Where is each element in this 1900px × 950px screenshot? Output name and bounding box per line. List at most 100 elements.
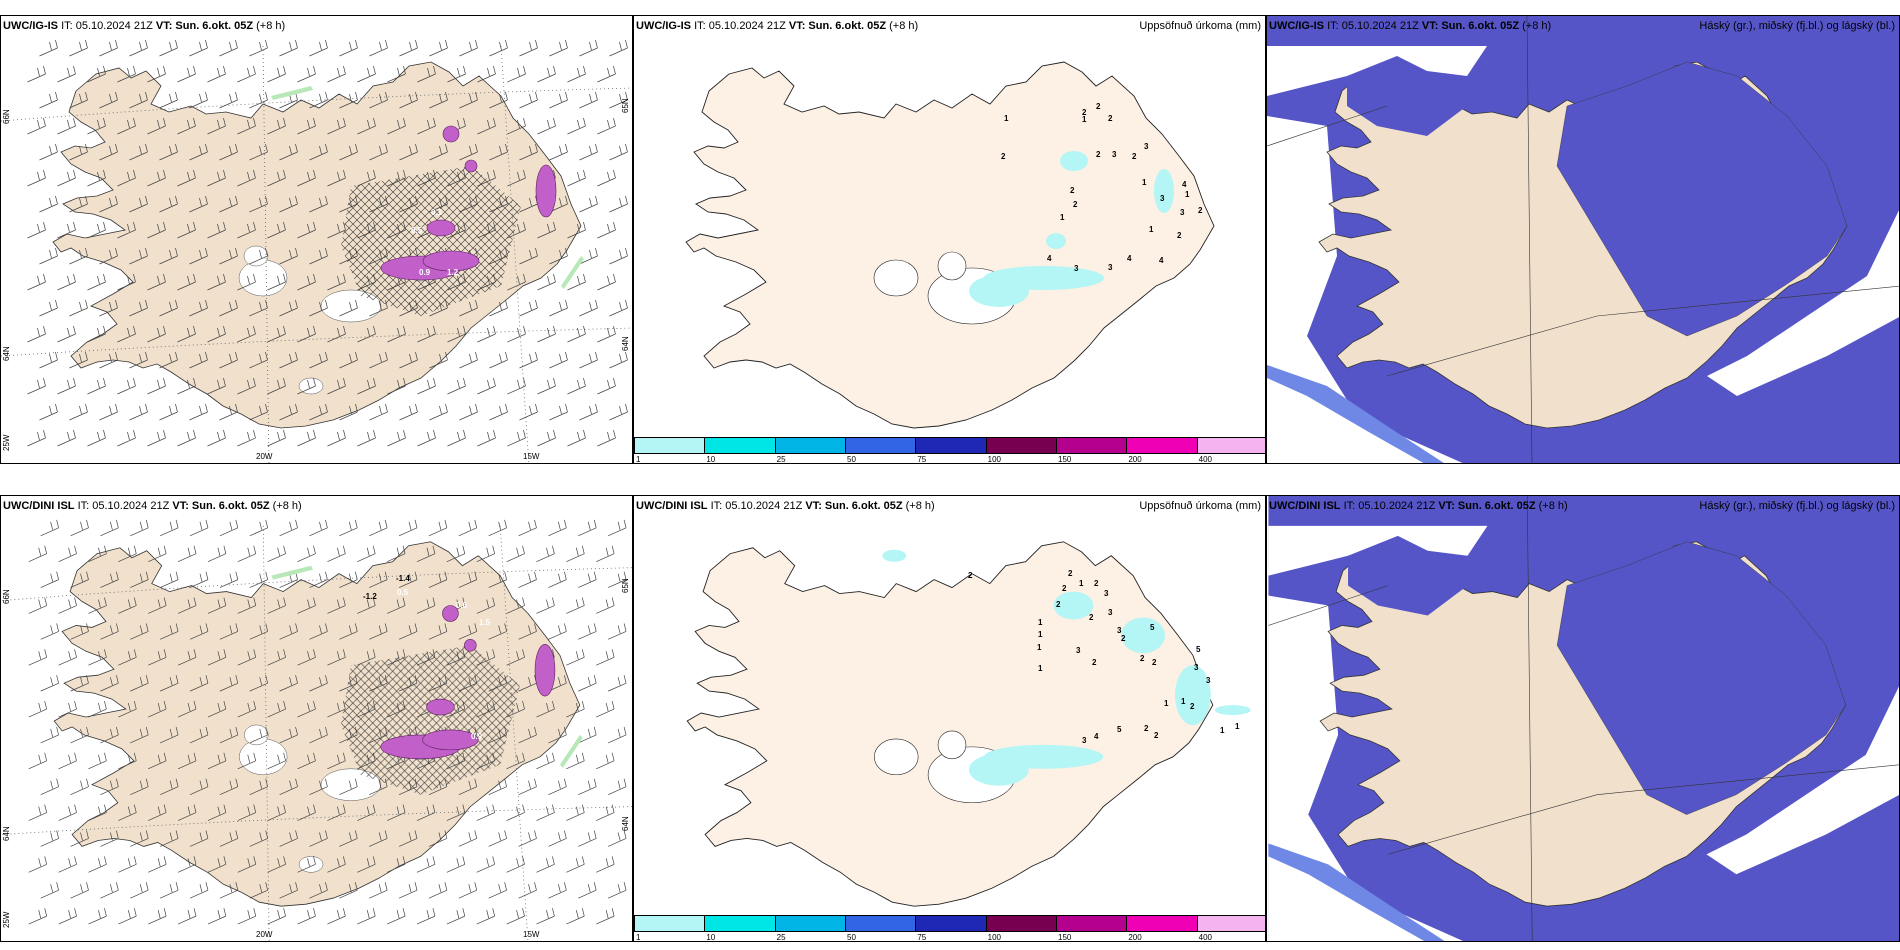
precip-patch: [1060, 151, 1088, 171]
precip-value-label: 4: [1182, 180, 1187, 189]
lead-time-label: (+8 h): [1538, 500, 1568, 512]
tpress-label: 0.1: [431, 208, 443, 217]
precip-value-label: 2: [1132, 152, 1137, 161]
glacier-patch: [320, 289, 382, 323]
tpress-label: 0.9: [471, 732, 483, 741]
panel-header: UWC/IG-IS IT: 05.10.2024 21Z VT: Sun. 6.…: [1269, 20, 1895, 36]
panel-title: Uppsöfnuð úrkoma (mm): [1139, 20, 1261, 32]
valid-time-label: VT: Sun. 6.okt. 05Z: [172, 500, 270, 512]
precip-patch: [1046, 233, 1066, 249]
magenta-feature: [442, 605, 459, 622]
lat-label-65n-right: 65N: [621, 98, 630, 113]
colorbar-tick-label: 200: [1128, 455, 1142, 464]
clear-sky-area: [1267, 46, 1487, 96]
precip-value-label: 4: [1047, 254, 1052, 263]
precip-value-label: 3: [1206, 676, 1211, 685]
colorbar-segment: [634, 915, 706, 932]
colorbar-segment: [845, 437, 917, 454]
colorbar-segment: [1196, 915, 1265, 932]
colorbar-tick-label: 25: [776, 933, 786, 942]
glacier-patch: [238, 259, 288, 297]
lat-label-64n-right: 64N: [621, 336, 630, 351]
clear-sky-area: [1267, 116, 1463, 463]
clear-sky-area: [1268, 595, 1464, 941]
precip-value-label: 2: [968, 571, 973, 580]
colorbar-segment: [1196, 437, 1265, 454]
colorbar-tick-label: 50: [847, 455, 856, 464]
clear-sky-area: [1268, 525, 1488, 576]
precip-value-label: 2: [1096, 150, 1101, 159]
lead-time-label: (+8 h): [256, 20, 286, 32]
hatched-precip-area: [340, 645, 521, 795]
init-time-label: IT: 05.10.2024 21Z: [710, 500, 803, 512]
colorbar-segment: [1126, 437, 1198, 454]
wind-barbs: [28, 519, 627, 925]
colorbar-segment: [985, 437, 1057, 454]
green-patch: [561, 256, 584, 289]
precip-value-label: 3: [1194, 663, 1199, 672]
model-label: UWC/IG-IS: [1269, 20, 1324, 32]
magenta-feature: [442, 125, 460, 143]
precip-value-label: 1: [1220, 726, 1225, 735]
precip-value-label: 2: [1056, 600, 1061, 609]
precip-value-label: 3: [1112, 150, 1117, 159]
glacier-patch: [937, 251, 967, 281]
panel-title: Háský (gr.), miðský (fj.bl.) og lágský (…: [1699, 20, 1895, 32]
init-time-label: IT: 05.10.2024 21Z: [1343, 500, 1436, 512]
precip-value-label: 1: [1038, 630, 1043, 639]
iceland-land: [52, 61, 582, 429]
colorbar-segment: [634, 437, 706, 454]
tpress-label: 0.5: [397, 588, 409, 597]
model-label: UWC/DINI ISL: [1269, 500, 1341, 512]
glacier-patch: [243, 245, 269, 267]
tpress-label: 0.9: [419, 268, 431, 277]
precip-value-label: 2: [1062, 584, 1067, 593]
panel-header: UWC/IG-IS IT: 05.10.2024 21Z VT: Sun. 6.…: [3, 20, 628, 36]
lat-label-25w: 25W: [2, 434, 11, 451]
precip-value-label: 5: [1117, 725, 1122, 734]
precip-value-label: 3: [1144, 142, 1149, 151]
panel-title: Háský (gr.), miðský (fj.bl.) og lágský (…: [1699, 500, 1895, 512]
panel-header: UWC/DINI ISL IT: 05.10.2024 21Z VT: Sun.…: [3, 500, 628, 516]
precip-value-label: 1: [1004, 114, 1009, 123]
precip-value-label: 1: [1185, 190, 1190, 199]
panel-header: UWC/IG-IS IT: 05.10.2024 21Z VT: Sun. 6.…: [636, 20, 1261, 36]
precip-patch: [969, 275, 1029, 307]
init-time-label: IT: 05.10.2024 21Z: [77, 500, 170, 512]
glacier-patch: [298, 856, 324, 873]
precip-value-label: 1: [1060, 213, 1065, 222]
precip-value-label: 2: [1001, 152, 1006, 161]
colorbar-segment: [1056, 915, 1128, 932]
colorbar-tick-label: 100: [987, 455, 1002, 464]
colorbar-segment: [1056, 437, 1128, 454]
lon-label-20w: 20W: [256, 930, 273, 939]
magenta-feature: [534, 644, 556, 697]
clear-sky-area: [1706, 686, 1899, 875]
green-patch: [271, 565, 314, 580]
model-label: UWC/DINI ISL: [3, 500, 75, 512]
precip-value-label: 2: [1073, 200, 1078, 209]
green-patch: [271, 86, 313, 100]
precip-value-label: 1: [1149, 225, 1154, 234]
precip-value-label: 3: [1082, 736, 1087, 745]
lat-label-65n-right: 65N: [621, 578, 630, 593]
precip-value-label: 2: [1070, 186, 1075, 195]
precip-value-label: 3: [1117, 626, 1122, 635]
glacier-patch: [937, 730, 967, 760]
precip-value-label: 2: [1154, 731, 1159, 740]
precip-value-label: 1: [1079, 579, 1084, 588]
magenta-feature: [422, 729, 479, 751]
precip-value-label: 2: [1092, 658, 1097, 667]
model-label: UWC/IG-IS: [636, 20, 691, 32]
precip-patch: [1121, 617, 1166, 654]
lead-time-label: (+8 h): [905, 500, 935, 512]
valid-time-label: VT: Sun. 6.okt. 05Z: [788, 20, 887, 32]
panel-title: Uppsöfnuð úrkoma (mm): [1139, 500, 1261, 512]
panel-wind-top: UWC/IG-IS IT: 05.10.2024 21Z VT: Sun. 6.…: [0, 15, 633, 464]
cloud-over-land: [1347, 56, 1467, 136]
colorbar-tick-label: 400: [1198, 933, 1213, 942]
precip-value-label: 1: [1038, 664, 1043, 673]
init-time-label: IT: 05.10.2024 21Z: [1327, 20, 1419, 32]
colorbar-tick-label: 100: [987, 933, 1002, 942]
precip-patch: [1053, 591, 1094, 620]
